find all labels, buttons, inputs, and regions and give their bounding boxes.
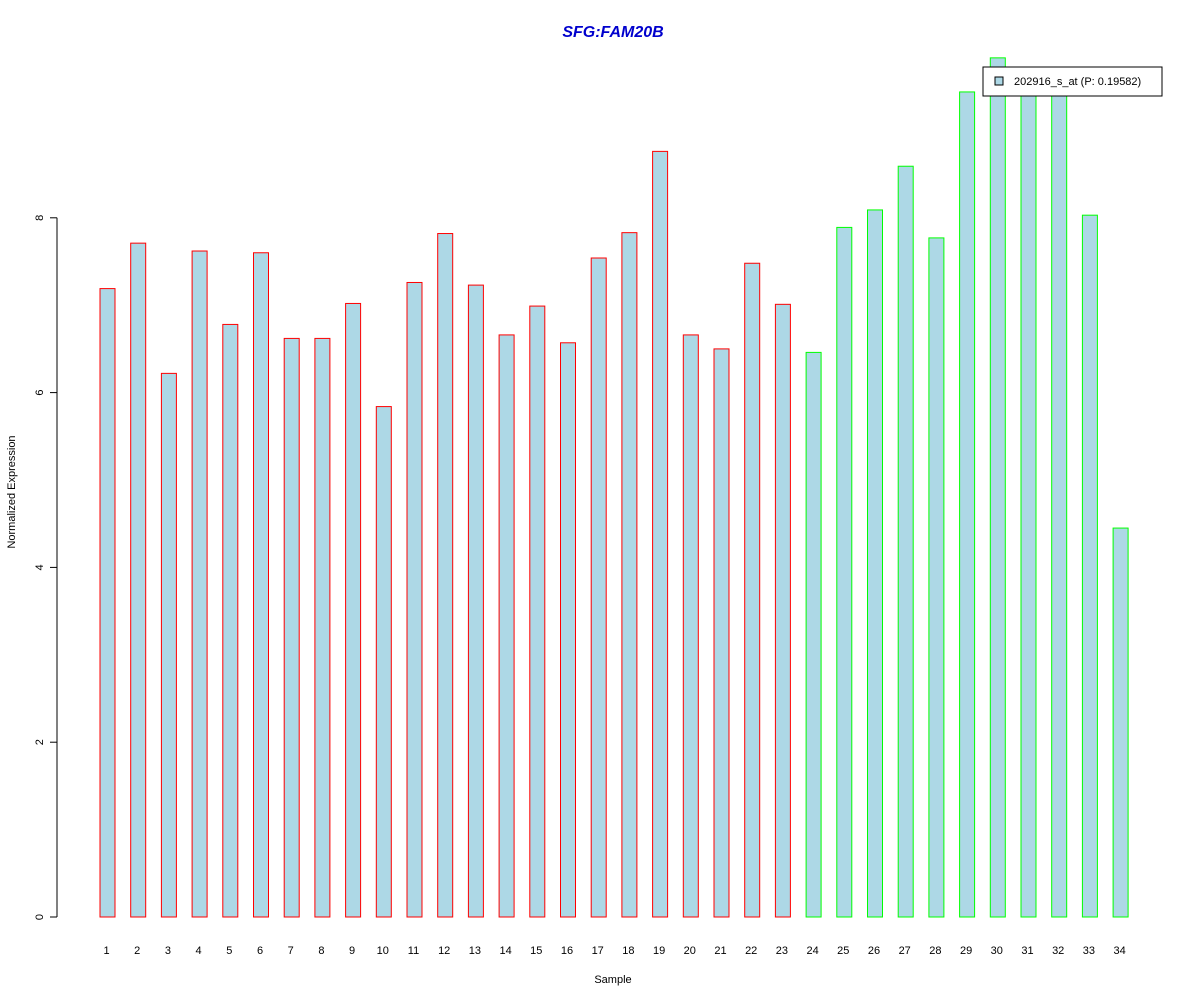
legend: 202916_s_at (P: 0.19582): [982, 66, 1163, 97]
x-tick-label: 33: [1083, 945, 1095, 957]
bar-sample-29: [959, 91, 976, 918]
x-tick-label: 18: [622, 945, 634, 957]
bar-sample-31: [1020, 87, 1037, 918]
x-tick-label: 8: [318, 945, 324, 957]
x-tick-labels: 1 2 3 4 5 6 7 8 9 10 11 12 13 14 15 16 17 18 19 20 21 22 23 24 2…: [103, 945, 1125, 957]
bar-sample-11: [406, 281, 423, 918]
bar-sample-16: [560, 342, 576, 918]
x-tick-label: 29: [960, 945, 972, 957]
x-tick-label: 26: [868, 945, 880, 957]
x-tick-label: 1: [103, 945, 109, 957]
x-tick-label: 20: [684, 945, 696, 957]
bar-sample-20: [682, 334, 699, 918]
legend-label: 202916_s_at (P: 0.19582): [1014, 76, 1141, 88]
bar-sample-25: [836, 226, 853, 918]
x-tick-label: 16: [561, 945, 573, 957]
x-tick-label: 6: [257, 945, 263, 957]
bar-sample-28: [928, 237, 945, 918]
bars-group: [99, 57, 1129, 918]
x-tick-label: 13: [469, 945, 481, 957]
x-tick-label: 3: [165, 945, 171, 957]
bar-sample-32: [1051, 87, 1068, 918]
bar-sample-9: [345, 302, 362, 918]
bar-sample-3: [160, 372, 177, 918]
y-tick-label: 2: [34, 739, 46, 745]
bar-sample-7: [283, 337, 300, 918]
x-tick-label: 30: [991, 945, 1003, 957]
x-tick-label: 22: [745, 945, 757, 957]
x-tick-label: 14: [499, 945, 511, 957]
bar-sample-21: [713, 348, 730, 918]
bar-sample-30: [989, 57, 1006, 918]
bar-sample-5: [222, 323, 239, 918]
bar-sample-27: [897, 165, 914, 918]
x-tick-label: 7: [288, 945, 294, 957]
chart-title: SFG:FAM20B: [562, 24, 663, 41]
y-tick-label: 0: [34, 914, 46, 920]
bar-sample-8: [314, 337, 331, 918]
x-tick-label: 17: [592, 945, 604, 957]
bar-sample-23: [774, 303, 791, 918]
y-tick-label: 6: [34, 390, 46, 396]
x-tick-label: 32: [1052, 945, 1064, 957]
x-tick-label: 11: [408, 945, 419, 957]
y-axis-label: Normalized Expression: [6, 435, 18, 548]
bar-sample-34: [1112, 527, 1129, 918]
bar-sample-4: [191, 250, 208, 918]
x-tick-label: 10: [377, 945, 389, 957]
legend-swatch: [994, 76, 1004, 86]
bar-sample-13: [467, 284, 484, 918]
bar-sample-6: [253, 252, 269, 918]
bar-sample-24: [805, 351, 822, 918]
x-tick-label: 23: [776, 945, 788, 957]
x-tick-label: 4: [196, 945, 202, 957]
bar-sample-2: [130, 242, 147, 918]
bar-sample-33: [1081, 214, 1098, 918]
x-tick-label: 15: [530, 945, 542, 957]
bar-sample-14: [498, 334, 515, 918]
x-tick-label: 24: [806, 945, 818, 957]
x-axis-label: Sample: [594, 974, 631, 986]
x-tick-label: 27: [899, 945, 911, 957]
y-tick-label: 4: [34, 564, 46, 570]
x-tick-label: 28: [929, 945, 941, 957]
bar-sample-18: [621, 232, 638, 918]
x-tick-label: 9: [349, 945, 355, 957]
y-axis: 0 2 4 6 8: [34, 215, 58, 920]
x-tick-label: 2: [134, 945, 140, 957]
bar-sample-10: [375, 406, 392, 918]
x-tick-label: 19: [653, 945, 665, 957]
y-tick-label: 8: [34, 215, 46, 221]
legend-box: [982, 66, 1163, 97]
bar-sample-22: [744, 262, 761, 918]
x-tick-label: 12: [438, 945, 450, 957]
x-tick-label: 21: [714, 945, 726, 957]
bar-sample-26: [867, 209, 883, 918]
bar-sample-17: [590, 257, 607, 918]
bar-sample-1: [99, 288, 116, 918]
bar-sample-12: [437, 233, 454, 918]
bar-sample-15: [529, 305, 546, 918]
x-tick-label: 34: [1113, 945, 1125, 957]
bar-sample-19: [652, 150, 669, 918]
x-tick-label: 31: [1021, 945, 1033, 957]
x-tick-label: 25: [837, 945, 849, 957]
x-tick-label: 5: [226, 945, 232, 957]
